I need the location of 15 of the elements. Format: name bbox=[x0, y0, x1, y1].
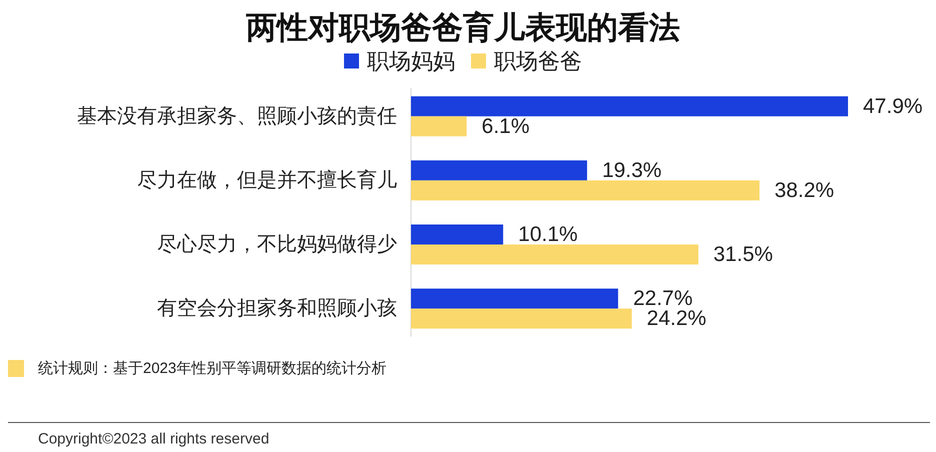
category-label: 基本没有承担家务、照顾小孩的责任 bbox=[77, 105, 397, 128]
value-label: 31.5% bbox=[713, 243, 773, 266]
category-label: 尽力在做，但是并不擅长育儿 bbox=[137, 169, 397, 192]
category-label: 有空会分担家务和照顾小孩 bbox=[157, 298, 397, 320]
value-label: 47.9% bbox=[863, 94, 923, 118]
legend-label: 职场妈妈 bbox=[367, 48, 455, 74]
title: 两性对职场爸爸育儿表现的看法 bbox=[246, 10, 680, 46]
legend-label: 职场爸爸 bbox=[494, 48, 582, 74]
value-label: 6.1% bbox=[482, 114, 530, 138]
value-label: 38.2% bbox=[774, 178, 834, 202]
value-label: 10.1% bbox=[518, 223, 578, 246]
annotation: Copyright©2023 all rights reserved bbox=[38, 430, 270, 448]
category-label: 尽心尽力，不比妈妈做得少 bbox=[157, 234, 397, 256]
annotation: 统计规则：基于2023年性别平等调研数据的统计分析 bbox=[38, 360, 386, 377]
value-label: 19.3% bbox=[602, 158, 662, 182]
